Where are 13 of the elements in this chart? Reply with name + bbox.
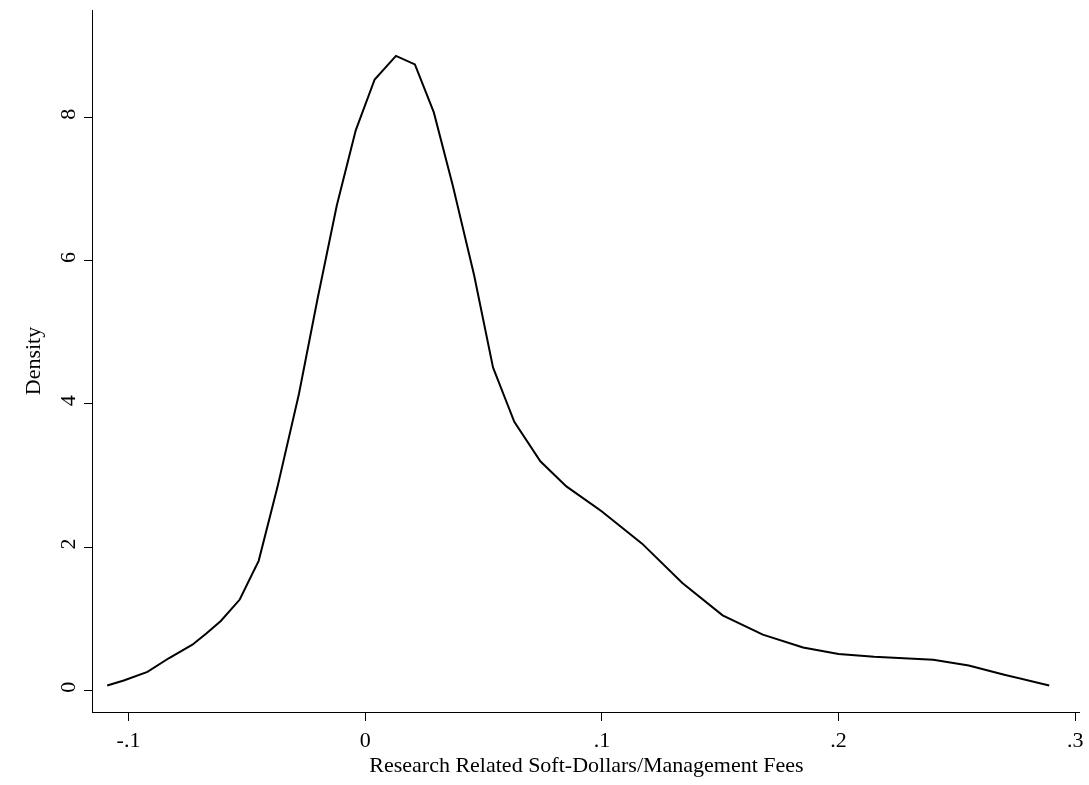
- y-tick-label: 2: [55, 538, 81, 550]
- x-tick-label: .3: [1067, 727, 1084, 753]
- y-tick-label: 4: [55, 395, 81, 407]
- x-tick-label: .2: [830, 727, 847, 753]
- y-axis-title: Density: [20, 326, 45, 396]
- y-tick-label: 6: [55, 251, 81, 263]
- y-tick-label: 8: [55, 108, 81, 120]
- x-axis-title: Research Related Soft-Dollars/Management Fees: [369, 752, 804, 778]
- y-tick-label: 0: [55, 681, 81, 693]
- x-tick-label: 0: [359, 727, 371, 753]
- x-tick-label: -.1: [116, 727, 141, 753]
- line-series: [106, 54, 1051, 687]
- x-tick-label: .1: [593, 727, 611, 753]
